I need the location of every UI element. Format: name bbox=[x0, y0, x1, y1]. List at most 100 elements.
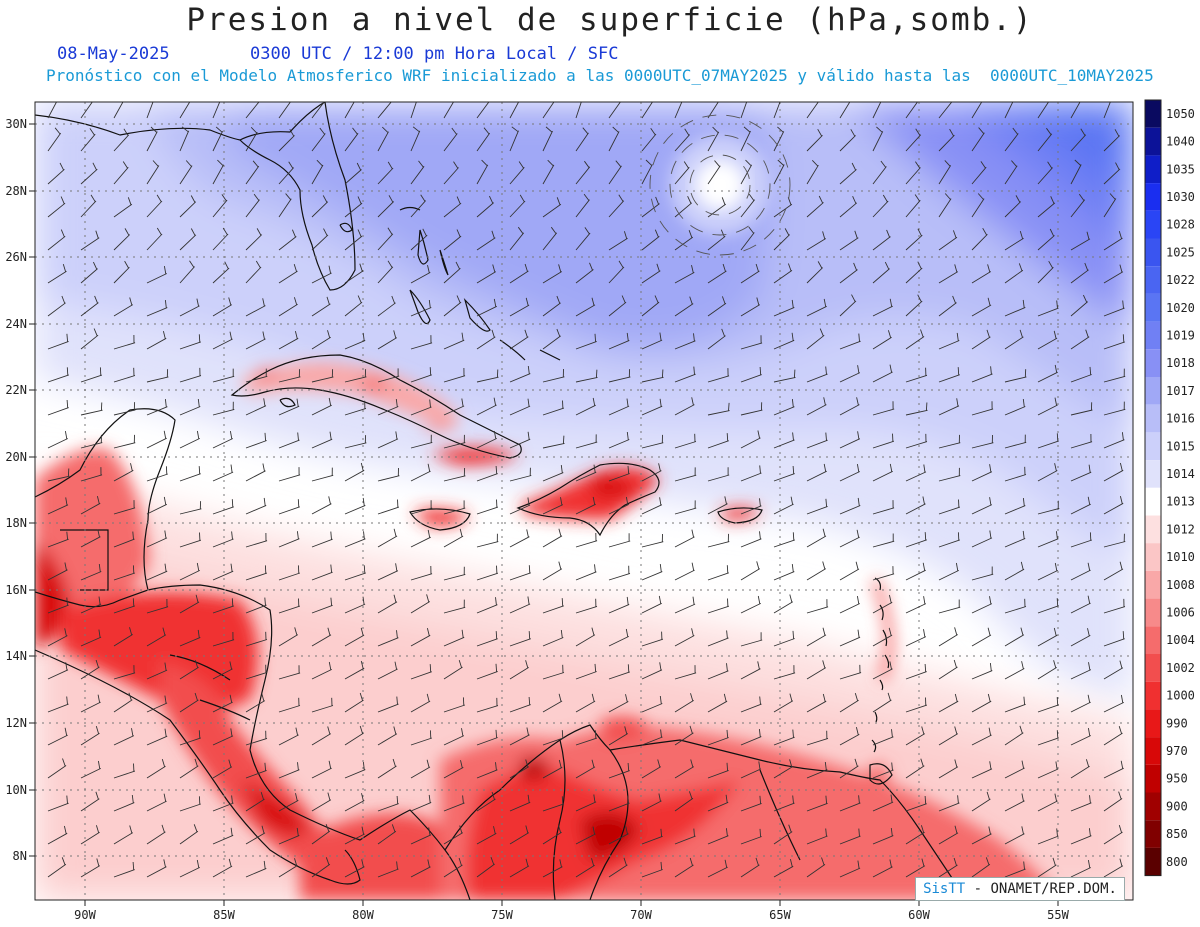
colorbar-swatch bbox=[1145, 321, 1161, 350]
wind-barb bbox=[47, 562, 68, 581]
wind-barb bbox=[575, 193, 590, 218]
wind-barb bbox=[410, 627, 431, 647]
wind-barb bbox=[641, 631, 664, 647]
credit-org: - ONAMET/REP.DOM. bbox=[965, 881, 1117, 897]
wind-barb bbox=[1103, 264, 1124, 284]
wind-barb bbox=[344, 725, 364, 746]
wind-barb bbox=[872, 533, 895, 548]
wind-barb bbox=[971, 401, 994, 416]
wind-barb bbox=[707, 630, 729, 647]
wind-barb bbox=[377, 260, 394, 284]
wind-barb bbox=[740, 828, 762, 845]
wind-barb bbox=[608, 295, 627, 317]
wind-barb bbox=[1037, 330, 1058, 350]
wind-barb bbox=[905, 161, 921, 185]
wind-barb bbox=[410, 463, 431, 482]
wind-barb bbox=[146, 859, 167, 878]
colorbar-swatch bbox=[1145, 404, 1161, 433]
lat-labels: 30N 28N 26N 24N 22N 20N 18N 16N 14N 12N … bbox=[5, 117, 27, 863]
wind-barb bbox=[575, 663, 597, 680]
wind-barb bbox=[674, 128, 691, 152]
wind-barb bbox=[278, 297, 298, 317]
wind-barb bbox=[773, 126, 785, 152]
wind-barb bbox=[245, 762, 267, 779]
wind-barb bbox=[410, 594, 431, 614]
wind-barb bbox=[773, 665, 796, 680]
wind-barb bbox=[1037, 828, 1059, 845]
wind-barb bbox=[707, 762, 729, 779]
wind-barb bbox=[641, 564, 663, 581]
wind-barb bbox=[1037, 433, 1059, 449]
wind-barb bbox=[806, 195, 824, 218]
wind-barb bbox=[938, 693, 959, 713]
wind-barb bbox=[872, 401, 895, 416]
wind-barb bbox=[707, 794, 729, 812]
wind-barb bbox=[344, 127, 359, 152]
wind-barb bbox=[608, 857, 628, 878]
wind-barb bbox=[740, 193, 755, 218]
wind-barb bbox=[1070, 102, 1081, 119]
wind-barb bbox=[608, 332, 630, 350]
wind-barb bbox=[674, 366, 696, 383]
colorbar-swatch bbox=[1145, 155, 1161, 184]
wind-barb bbox=[80, 230, 100, 251]
lat-label: 26N bbox=[5, 250, 27, 264]
wind-barb bbox=[311, 330, 331, 350]
wind-barb bbox=[575, 397, 596, 416]
colorbar-label: 1040 bbox=[1166, 135, 1195, 149]
wind-barb bbox=[641, 759, 662, 779]
wind-barb bbox=[542, 368, 565, 383]
lon-label: 70W bbox=[630, 908, 652, 922]
wind-barb bbox=[509, 102, 520, 119]
colorbar-swatch bbox=[1145, 681, 1161, 710]
wind-barb bbox=[1037, 660, 1057, 680]
wind-barb bbox=[1037, 260, 1054, 284]
wind-barb bbox=[278, 161, 295, 185]
wind-barb bbox=[707, 229, 726, 251]
wind-barb bbox=[674, 791, 694, 812]
wind-barb bbox=[542, 295, 561, 317]
wind-barb bbox=[80, 858, 101, 878]
wind-barb bbox=[872, 126, 884, 152]
colorbar-swatch bbox=[1145, 210, 1161, 239]
wind-barb bbox=[1037, 102, 1050, 119]
wind-barb bbox=[179, 195, 197, 218]
wind-barb bbox=[641, 229, 660, 251]
wind-barb bbox=[872, 594, 893, 614]
wind-barb bbox=[740, 661, 761, 680]
wind-barb bbox=[179, 629, 201, 647]
wind-barb bbox=[575, 627, 596, 647]
wind-barb bbox=[938, 230, 958, 251]
wind-barb bbox=[707, 565, 729, 581]
wind-barb bbox=[707, 533, 730, 548]
wind-barb bbox=[575, 333, 597, 350]
wind-barb bbox=[971, 663, 993, 680]
wind-barb bbox=[1103, 725, 1123, 746]
wind-barb bbox=[509, 696, 531, 713]
credit-box: SisTT - ONAMET/REP.DOM. bbox=[915, 877, 1125, 901]
wind-barb bbox=[938, 726, 959, 746]
wind-barb bbox=[377, 758, 397, 779]
wind-barb bbox=[707, 467, 730, 482]
wind-barb bbox=[443, 795, 465, 812]
wind-barb bbox=[641, 196, 660, 218]
wind-barb bbox=[278, 467, 301, 482]
colorbar-label: 1018 bbox=[1166, 356, 1195, 370]
wind-barb bbox=[971, 693, 992, 713]
wind-barb bbox=[872, 566, 895, 581]
wind-barb bbox=[608, 795, 630, 812]
wind-barb bbox=[674, 333, 696, 350]
wind-barb bbox=[773, 693, 794, 713]
wind-barb bbox=[311, 397, 332, 416]
wind-barb bbox=[938, 193, 952, 218]
wind-barb bbox=[971, 127, 985, 152]
wind-barb bbox=[839, 828, 861, 845]
wind-barb bbox=[410, 399, 432, 416]
wind-barb bbox=[773, 496, 794, 515]
wind-barb bbox=[740, 402, 763, 416]
wind-barb bbox=[146, 824, 166, 845]
wind-barb bbox=[509, 329, 529, 350]
wind-barb bbox=[872, 762, 894, 779]
wind-barb bbox=[839, 464, 860, 482]
lon-label: 75W bbox=[491, 908, 513, 922]
